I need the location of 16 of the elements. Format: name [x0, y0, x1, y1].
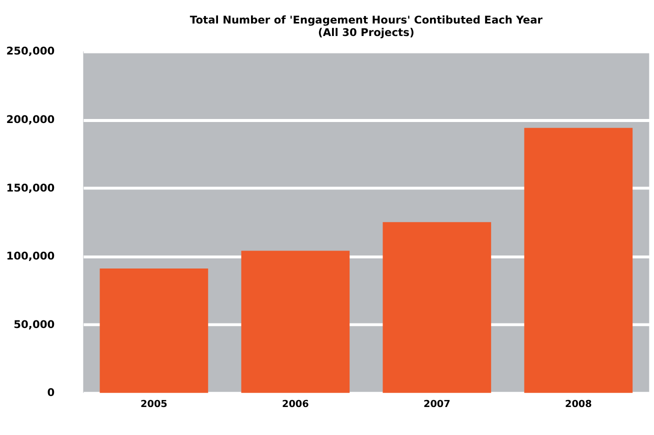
x-tick-label: 2008 [564, 398, 592, 410]
bar [100, 268, 208, 393]
y-tick-label: 0 [47, 386, 55, 400]
bar [241, 250, 350, 393]
bar [524, 128, 633, 393]
x-tick-label: 2007 [423, 398, 450, 410]
x-tick-label: 2006 [282, 398, 310, 410]
y-tick-label: 100,000 [6, 250, 55, 263]
y-tick-label: 200,000 [6, 113, 55, 126]
text: (All 30 Projects) [318, 26, 414, 39]
x-tick-label: 2005 [140, 398, 168, 410]
y-tick-label: 150,000 [6, 181, 55, 194]
text: Total Number of 'Engagement Hours' Contibuted Each Year [190, 13, 542, 26]
y-tick-label: 50,000 [14, 318, 55, 331]
bar [382, 222, 492, 393]
y-tick-label: 250,000 [6, 44, 55, 58]
